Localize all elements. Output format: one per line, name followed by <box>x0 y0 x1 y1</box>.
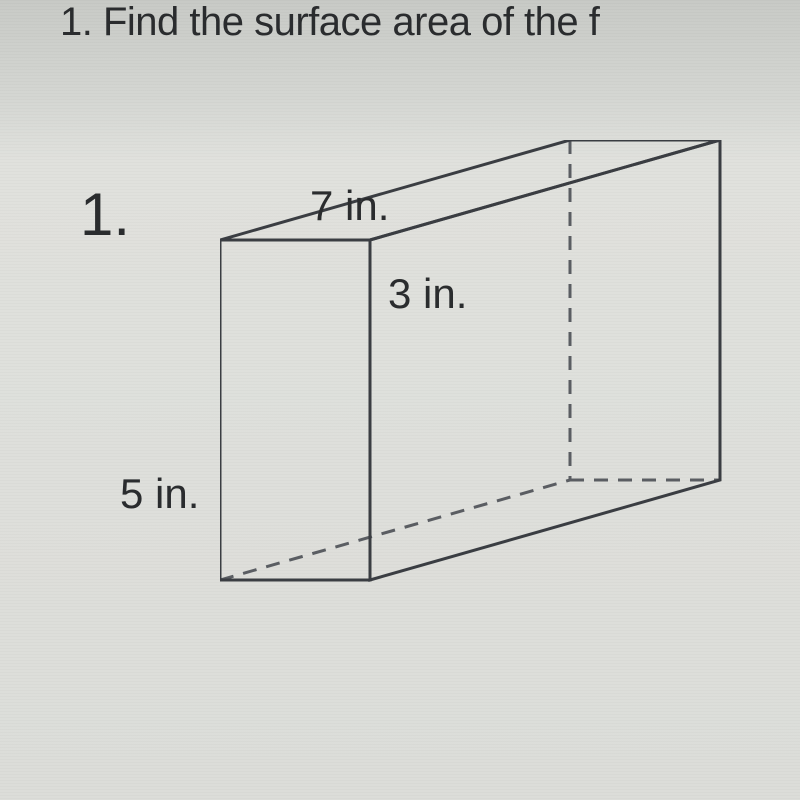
top-face <box>220 140 720 240</box>
height-label: 5 in. <box>120 470 199 518</box>
front-face <box>220 240 370 580</box>
width-label: 3 in. <box>388 270 467 318</box>
question-title: 1. Find the surface area of the f <box>60 0 599 45</box>
length-label: 7 in. <box>310 182 389 230</box>
hidden-edge-depth <box>220 480 570 580</box>
right-face <box>370 140 720 580</box>
prism-svg <box>220 140 740 690</box>
prism-diagram: 7 in. 3 in. 5 in. <box>220 140 740 690</box>
problem-number: 1. <box>80 180 130 249</box>
